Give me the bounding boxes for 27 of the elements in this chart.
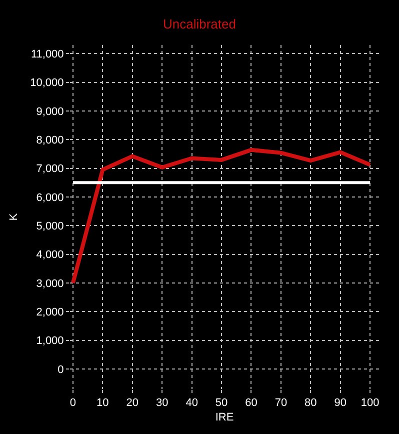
y-tick-label: 7,000 [36,163,64,176]
x-axis-title: IRE [215,411,234,424]
y-tick-label: 5,000 [36,220,64,232]
x-tick-label: 40 [186,397,198,410]
chart-title: Uncalibrated [163,16,236,32]
y-tick-label: 2,000 [36,306,64,318]
x-tick-label: 10 [96,397,109,410]
x-tick-label: 100 [360,397,380,410]
x-tick-label: 90 [334,397,347,410]
x-tick-label: 20 [126,397,139,410]
line-series [70,148,372,285]
y-tick-label: 6,000 [36,192,64,204]
y-tick-label: 4,000 [36,249,64,262]
y-tick-label: 8,000 [36,134,64,146]
y-tick-label: 11,000 [30,48,64,60]
y-tick-label: 3,000 [36,278,64,290]
y-tick-label: 1,000 [36,335,64,348]
y-tick-label: 9,000 [36,106,64,118]
x-tick-label: 60 [245,397,258,410]
y-axis-title: K [8,212,20,221]
y-tick-label: 10,000 [30,77,64,90]
x-tick-label: 0 [70,397,76,410]
x-tick-label: 80 [304,397,317,410]
x-tick-label: 70 [274,397,288,410]
x-tick-label: 50 [215,397,228,410]
x-tick-label: 30 [156,397,168,410]
y-tick-label: 0 [58,364,64,376]
